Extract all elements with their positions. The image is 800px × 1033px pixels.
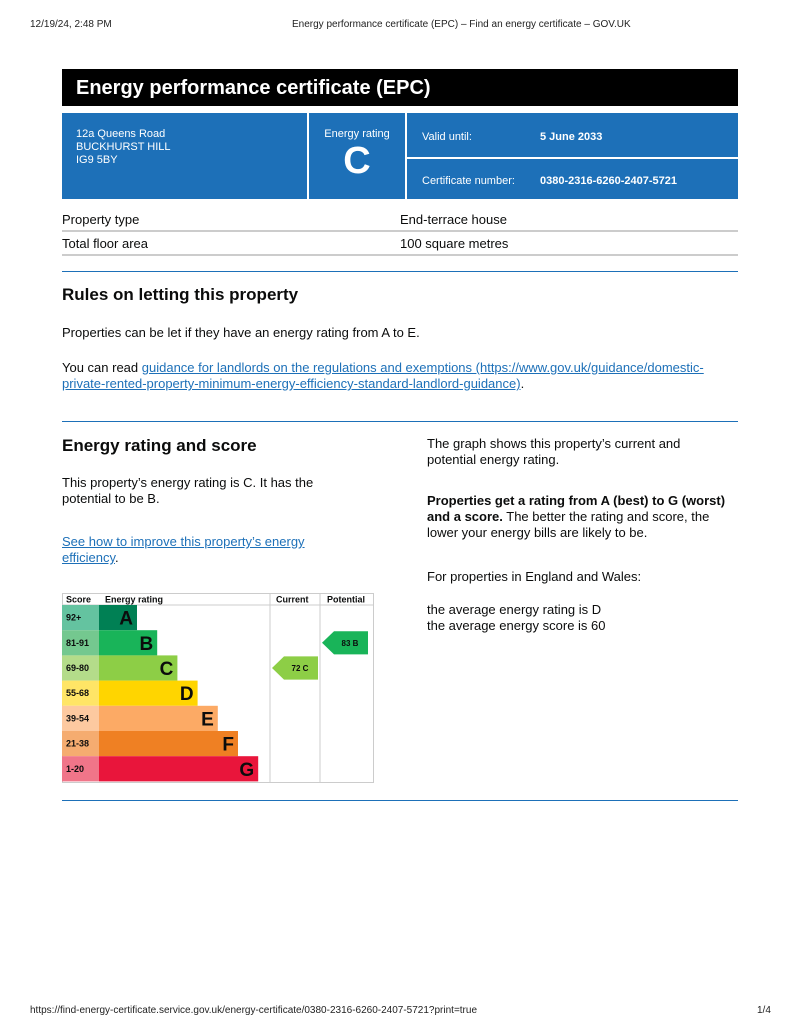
divider: [62, 421, 738, 422]
improve-link[interactable]: See how to improve this property’s energ…: [62, 534, 305, 565]
rating-letter: C: [160, 659, 174, 680]
rating-letter: E: [201, 709, 214, 730]
text: .: [520, 376, 525, 391]
rating-bar-G: [99, 756, 259, 782]
address-line: IG9 5BY: [76, 154, 118, 166]
rating-letter: A: [119, 609, 133, 630]
print-url: https://find-energy-certificate.service.…: [30, 1005, 478, 1016]
row-key: Total floor area: [62, 236, 148, 251]
score-band-C: [62, 655, 99, 681]
improve: See how to improve this property’s energ…: [62, 534, 327, 566]
energy-rating-label: Energy rating: [324, 128, 390, 140]
average-score: the average energy score is 60: [427, 618, 606, 633]
valid-label: Valid until:: [422, 131, 472, 143]
rating-letter: F: [222, 735, 234, 756]
score-heading: Energy rating and score: [62, 436, 257, 455]
rules-heading: Rules on letting this property: [62, 285, 299, 304]
score-band-A: [62, 605, 99, 631]
score-label: 55-68: [66, 688, 89, 698]
rating-bar-E: [99, 705, 218, 731]
score-label: 1-20: [66, 764, 84, 774]
address-line: BUCKHURST HILL: [76, 141, 171, 153]
potential-rating-arrow: [322, 631, 368, 655]
property-type-row: Property type End-terrace house: [62, 209, 738, 232]
address: 12a Queens Road BUCKHURST HILL IG9 5BY: [62, 113, 307, 199]
rating-letter: B: [139, 634, 153, 655]
rating-bar-D: [99, 680, 198, 706]
divider: [62, 271, 738, 272]
chart-header: Energy rating: [105, 595, 163, 605]
score-band-E: [62, 705, 99, 731]
bold-text: Properties get a rating from A (best) to…: [427, 493, 726, 524]
rules-guidance: You can read guidance for landlords on t…: [62, 360, 722, 392]
print-date: 12/19/24, 2:48 PM: [30, 19, 112, 30]
page-title: Energy performance certificate (EPC): [62, 69, 738, 106]
print-page: 1/4: [757, 1005, 771, 1016]
valid-value: 5 June 2033: [540, 131, 603, 143]
score-label: 21-38: [66, 739, 89, 749]
rating-bar-F: [99, 731, 238, 757]
potential-rating-label: 83 B: [342, 639, 359, 648]
energy-rating-chart: Score Energy rating Current Potential 92+ A 81…: [62, 593, 374, 783]
divider: [62, 800, 738, 801]
energy-rating-box: Energy rating C: [309, 113, 405, 199]
rating-letter: D: [180, 684, 194, 705]
rating-info: Properties get a rating from A (best) to…: [427, 493, 737, 541]
row-key: Property type: [62, 212, 140, 227]
current-rating-label: 72 C: [292, 664, 309, 673]
score-text: This property’s energy rating is C. It h…: [62, 475, 314, 506]
print-title: Energy performance certificate (EPC) – F…: [292, 19, 631, 30]
energy-rating-letter: C: [343, 140, 371, 182]
score-band-F: [62, 731, 99, 757]
score-band-D: [62, 680, 99, 706]
rating-letter: G: [239, 760, 254, 781]
floor-area-row: Total floor area 100 square metres: [62, 233, 738, 256]
graph-info: The graph shows this property’s current …: [427, 436, 681, 467]
score-band-B: [62, 630, 99, 656]
certificate-number: Certificate number: 0380-2316-6260-2407-…: [407, 159, 738, 199]
address-line: 12a Queens Road: [76, 128, 166, 140]
current-rating-arrow: [272, 656, 318, 680]
text: .: [115, 550, 119, 565]
score-label: 39-54: [66, 713, 89, 723]
row-value: End-terrace house: [400, 212, 507, 227]
row-value: 100 square metres: [400, 236, 509, 251]
score-label: 69-80: [66, 663, 89, 673]
text: The better the rating and score, the low…: [427, 509, 710, 540]
average-rating: the average energy rating is D: [427, 602, 602, 617]
chart-header: Current: [276, 595, 309, 605]
text: You can read: [62, 360, 142, 375]
rules-text: Properties can be let if they have an en…: [62, 325, 420, 340]
rating-bar-C: [99, 655, 178, 681]
chart-header: Score: [66, 595, 91, 605]
score-label: 92+: [66, 613, 81, 623]
rating-bar-A: [99, 605, 137, 631]
score-band-G: [62, 756, 99, 782]
region-info: For properties in England and Wales:: [427, 569, 642, 584]
cert-value: 0380-2316-6260-2407-5721: [540, 175, 678, 187]
valid-until: Valid until: 5 June 2033: [407, 113, 738, 157]
cert-label: Certificate number:: [422, 175, 515, 187]
chart-header: Potential: [327, 595, 365, 605]
landlord-guidance-link[interactable]: guidance for landlords on the regulation…: [62, 360, 704, 391]
score-label: 81-91: [66, 638, 89, 648]
rating-bar-B: [99, 630, 158, 656]
